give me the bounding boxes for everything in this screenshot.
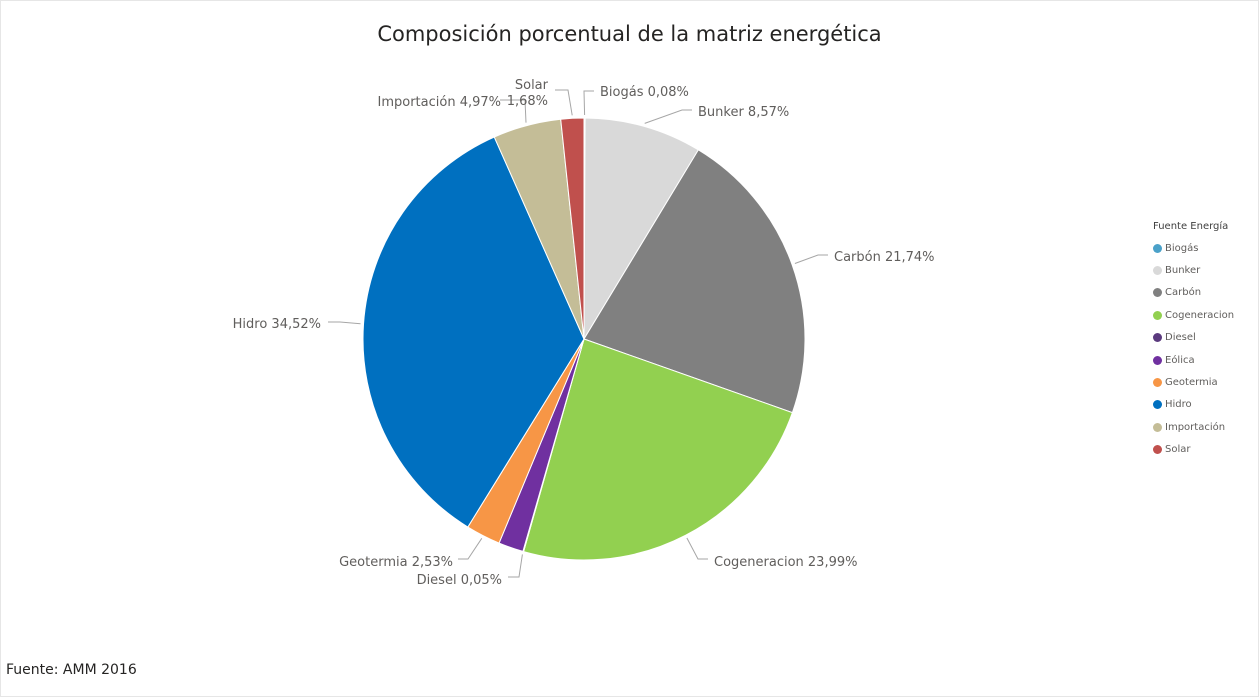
leader-line-importacion — [500, 99, 527, 123]
leader-line-solar — [555, 89, 573, 116]
pie-slice-hidro[interactable] — [362, 136, 585, 528]
data-label-solar: Solar 1,68% — [507, 78, 549, 109]
chart-title: Composición porcentual de la matriz ener… — [377, 22, 882, 46]
legend-item-hidro[interactable]: Hidro — [1153, 394, 1234, 416]
pie-slice-cogeneracion[interactable] — [522, 338, 794, 561]
legend-swatch — [1153, 378, 1162, 388]
legend-item-diesel[interactable]: Diesel — [1153, 327, 1234, 349]
legend-label: Solar — [1165, 444, 1191, 456]
legend-swatch — [1153, 243, 1162, 253]
legend-swatch — [1153, 310, 1162, 320]
legend-item-solar[interactable]: Solar — [1153, 439, 1234, 461]
source-note: Fuente: AMM 2016 — [6, 662, 137, 678]
leader-line-cogeneracion — [686, 537, 708, 560]
legend-label: Biogás — [1165, 242, 1199, 254]
pie-slice-bunker[interactable] — [583, 117, 700, 341]
legend-label: Hidro — [1165, 399, 1192, 411]
data-label-carbon: Carbón 21,74% — [834, 250, 935, 265]
pie-slice-carbon[interactable] — [583, 149, 806, 414]
data-label-biogas: Biogás 0,08% — [600, 85, 689, 100]
legend-item-biogas[interactable]: Biogás — [1153, 237, 1234, 259]
legend-title: Fuente Energía — [1153, 221, 1229, 232]
legend-label: Importación — [1165, 421, 1226, 433]
data-label-bunker: Bunker 8,57% — [698, 105, 789, 120]
legend-item-geotermia[interactable]: Geotermia — [1153, 371, 1234, 393]
leader-line-biogas — [583, 90, 594, 116]
legend-swatch — [1153, 422, 1162, 432]
legend-label: Eólica — [1165, 354, 1195, 366]
legend-label: Cogeneracion — [1165, 309, 1235, 321]
data-label-geotermia: Geotermia 2,53% — [339, 555, 453, 570]
data-label-cogeneracion: Cogeneracion 23,99% — [714, 555, 857, 570]
legend-label: Bunker — [1165, 265, 1201, 277]
legend-swatch — [1153, 266, 1162, 276]
leader-line-geotermia — [458, 538, 483, 560]
legend-swatch — [1153, 400, 1162, 410]
leader-line-diesel — [508, 554, 523, 578]
legend-item-cogeneracion[interactable]: Cogeneracion — [1153, 304, 1234, 326]
pie-slice-solar[interactable] — [560, 117, 585, 340]
legend-item-eolica[interactable]: Eólica — [1153, 349, 1234, 371]
data-label-diesel: Diesel 0,05% — [417, 573, 502, 588]
data-label-hidro: Hidro 34,52% — [233, 317, 321, 332]
legend-label: Diesel — [1165, 332, 1196, 344]
legend-item-importacion[interactable]: Importación — [1153, 416, 1234, 438]
leader-line-bunker — [644, 109, 692, 124]
leader-line-carbon — [794, 254, 828, 264]
leader-line-hidro — [328, 321, 361, 325]
legend-swatch — [1153, 333, 1162, 343]
legend-swatch — [1153, 355, 1162, 365]
legend-label: Geotermia — [1165, 377, 1218, 389]
legend-item-carbon[interactable]: Carbón — [1153, 282, 1234, 304]
legend-label: Carbón — [1165, 287, 1202, 299]
legend: Fuente Energía Biogás Bunker Carbón Cogener… — [1153, 221, 1234, 461]
legend-swatch — [1153, 445, 1162, 455]
data-label-importacion: Importación 4,97% — [378, 95, 502, 110]
legend-swatch — [1153, 288, 1162, 298]
legend-item-bunker[interactable]: Bunker — [1153, 259, 1234, 281]
